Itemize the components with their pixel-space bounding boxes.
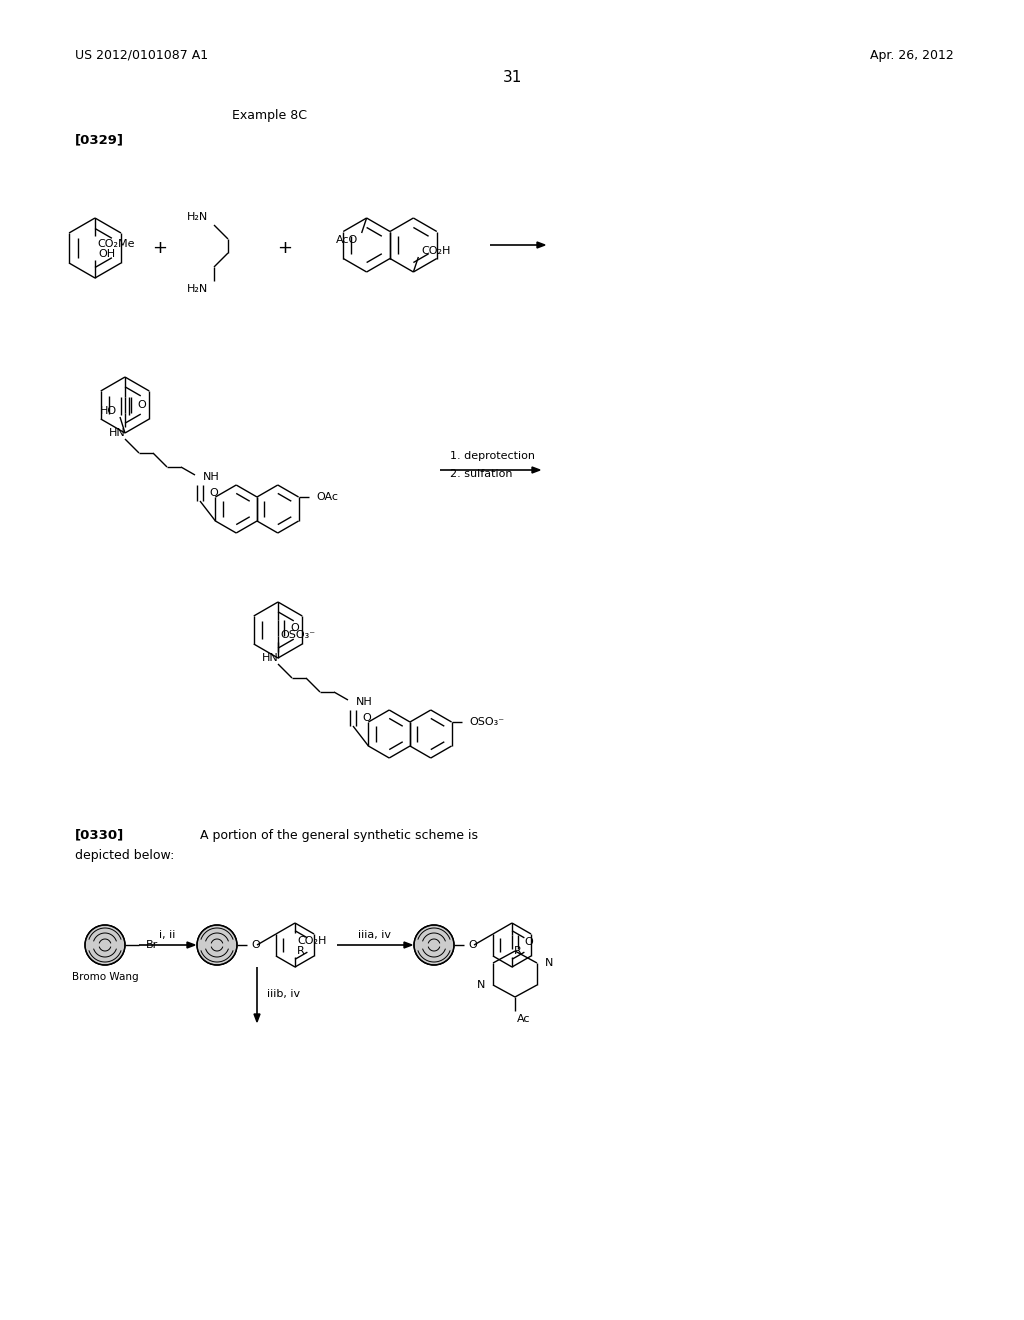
Text: HN: HN — [109, 428, 126, 438]
Text: R: R — [514, 946, 522, 956]
Text: Ac: Ac — [517, 1014, 530, 1024]
Text: N: N — [476, 979, 485, 990]
Text: O: O — [290, 623, 299, 634]
Text: iiib, iv: iiib, iv — [267, 989, 300, 999]
Circle shape — [85, 925, 125, 965]
Text: O: O — [137, 400, 145, 411]
Text: O: O — [468, 940, 477, 950]
Text: Br: Br — [146, 940, 159, 950]
Polygon shape — [532, 467, 540, 473]
Text: A portion of the general synthetic scheme is: A portion of the general synthetic schem… — [200, 829, 478, 842]
Text: NH: NH — [203, 473, 220, 482]
Polygon shape — [254, 1014, 260, 1022]
Text: OSO₃⁻: OSO₃⁻ — [280, 630, 315, 640]
Text: Apr. 26, 2012: Apr. 26, 2012 — [870, 49, 953, 62]
Text: O: O — [251, 940, 260, 950]
Text: NH: NH — [356, 697, 373, 708]
Text: HN: HN — [262, 653, 279, 663]
Text: N: N — [545, 958, 553, 968]
Text: 1. deprotection: 1. deprotection — [450, 451, 535, 461]
Text: O: O — [362, 713, 371, 723]
Text: H₂N: H₂N — [186, 284, 208, 294]
Text: R: R — [297, 946, 305, 956]
Text: CO₂Me: CO₂Me — [97, 239, 134, 249]
Text: AcO: AcO — [336, 235, 358, 246]
Polygon shape — [187, 942, 195, 948]
Text: iiia, iv: iiia, iv — [357, 931, 390, 940]
Circle shape — [197, 925, 237, 965]
Text: Example 8C: Example 8C — [232, 108, 307, 121]
Text: i, ii: i, ii — [159, 931, 175, 940]
Text: OAc: OAc — [316, 492, 339, 502]
Text: O: O — [209, 488, 218, 498]
Text: depicted below:: depicted below: — [75, 849, 174, 862]
Circle shape — [414, 925, 454, 965]
Text: [0330]: [0330] — [75, 829, 124, 842]
Text: OSO₃⁻: OSO₃⁻ — [470, 717, 505, 727]
Text: 2. sulfation: 2. sulfation — [450, 469, 512, 479]
Text: US 2012/0101087 A1: US 2012/0101087 A1 — [75, 49, 208, 62]
Text: Bromo Wang: Bromo Wang — [72, 972, 138, 982]
Text: OH: OH — [98, 249, 115, 259]
Text: +: + — [278, 239, 293, 257]
Text: O: O — [524, 937, 532, 946]
Text: H₂N: H₂N — [186, 213, 208, 222]
Text: CO₂H: CO₂H — [422, 246, 451, 256]
Text: 31: 31 — [503, 70, 521, 86]
Text: +: + — [153, 239, 168, 257]
Polygon shape — [404, 942, 412, 948]
Text: [0329]: [0329] — [75, 133, 124, 147]
Text: HO: HO — [100, 407, 117, 416]
Text: CO₂H: CO₂H — [297, 936, 327, 946]
Polygon shape — [537, 242, 545, 248]
